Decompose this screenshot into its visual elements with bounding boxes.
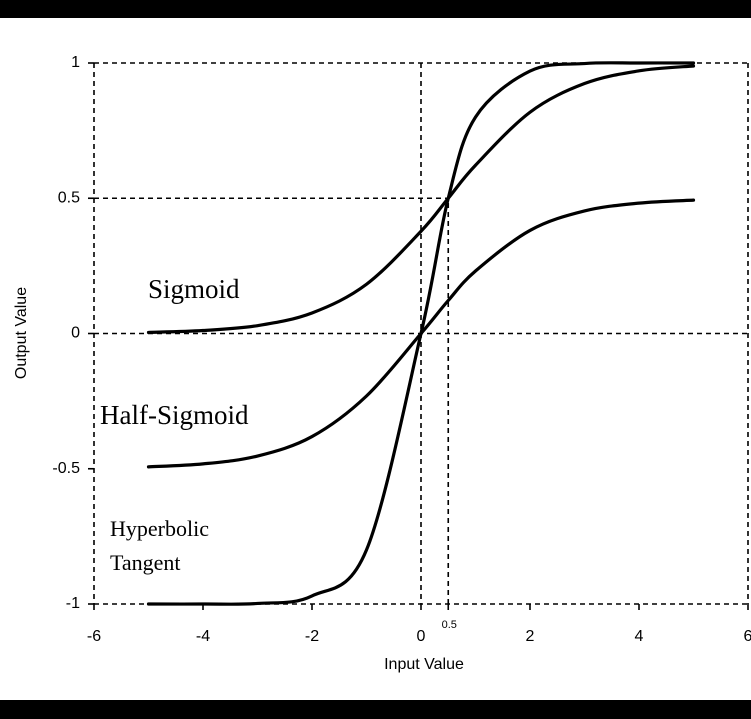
annotation: Hyperbolic xyxy=(110,516,209,541)
y-tick-label: -0.5 xyxy=(52,460,80,477)
x-tick-label: -6 xyxy=(87,628,101,645)
series-line xyxy=(146,61,696,606)
y-tick-label: 0.5 xyxy=(58,189,80,206)
y-axis-label: Output Value xyxy=(13,287,30,379)
annotation: Half-Sigmoid xyxy=(100,400,249,430)
x-tick-label: 0 xyxy=(417,628,426,645)
series-line xyxy=(146,64,696,335)
annotation: Sigmoid xyxy=(148,274,240,304)
x-tick-label: 6 xyxy=(744,628,751,645)
annotation: Tangent xyxy=(110,550,181,575)
series-line xyxy=(146,198,696,469)
x-tick-label: 4 xyxy=(635,628,644,645)
x-tick-label: 2 xyxy=(526,628,535,645)
x-tick-label: -4 xyxy=(196,628,210,645)
x-tick-label: -2 xyxy=(305,628,319,645)
y-tick-label: 0 xyxy=(71,325,80,342)
y-tick-label: -1 xyxy=(66,595,80,612)
y-tick-label: 1 xyxy=(71,54,80,71)
bottom-band xyxy=(0,700,751,719)
x-axis-label: Input Value xyxy=(384,656,464,673)
top-band xyxy=(0,0,751,18)
x-tick-label: 0.5 xyxy=(442,619,457,631)
